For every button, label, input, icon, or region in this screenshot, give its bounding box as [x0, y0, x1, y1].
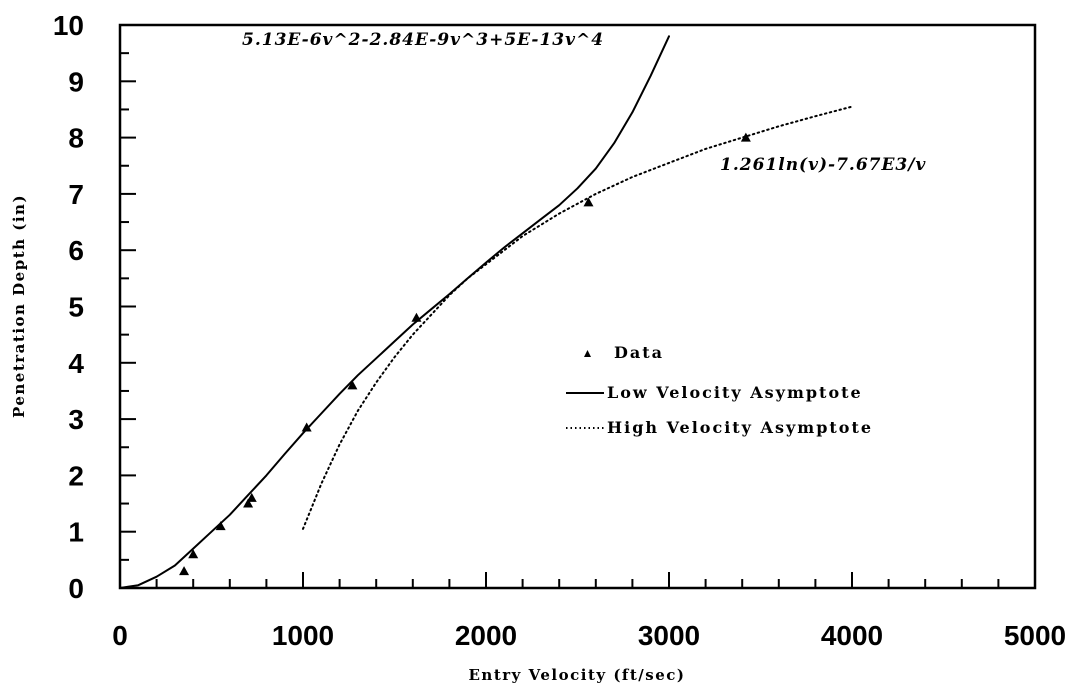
x-tick-label: 5000	[1004, 620, 1066, 651]
x-tick-label: 4000	[821, 620, 883, 651]
data-point-marker	[188, 549, 199, 559]
plot-frame	[118, 23, 1037, 590]
y-tick-label: 2	[68, 460, 84, 491]
y-tick-label: 0	[68, 573, 84, 604]
y-tick-label: 5	[68, 292, 84, 323]
data-point-marker	[740, 132, 751, 142]
data-point-marker	[179, 566, 190, 576]
series-line-high-velocity	[302, 105, 853, 530]
legend: Data Low Velocity Asymptote High Velocit…	[566, 343, 873, 437]
data-point-marker	[215, 521, 226, 531]
y-tick-label: 10	[53, 10, 84, 41]
y-tick-label: 1	[68, 517, 84, 548]
x-tick-label: 0	[112, 620, 128, 651]
y-tick-label: 8	[68, 123, 84, 154]
series-line-low-velocity	[119, 35, 670, 589]
y-tick-label: 6	[68, 235, 84, 266]
legend-label-low: Low Velocity Asymptote	[607, 383, 863, 402]
legend-triangle-marker	[584, 350, 591, 357]
y-tick-label: 7	[68, 179, 84, 210]
low-velocity-equation: 5.13E-6v^2-2.84E-9v^3+5E-13v^4	[242, 30, 604, 50]
series-layer	[119, 35, 853, 589]
data-point-marker	[301, 422, 312, 432]
x-tick-label: 1000	[272, 620, 334, 651]
data-point-marker	[347, 380, 358, 390]
data-point-marker	[243, 498, 254, 508]
y-tick-label: 9	[68, 66, 84, 97]
high-velocity-equation: 1.261ln(v)-7.67E3/v	[720, 155, 926, 175]
tick-labels: 0 1000 2000 3000 4000 5000 0 1 2 3 4 5 6 7 8 9 10	[53, 10, 1066, 651]
x-tick-label: 2000	[455, 620, 517, 651]
data-point-marker	[583, 197, 594, 207]
y-tick-label: 3	[68, 404, 84, 435]
y-axis-title: Penetration Depth (in)	[10, 194, 28, 418]
x-tick-label: 3000	[638, 620, 700, 651]
axis-ticks	[119, 24, 1036, 589]
legend-label-high: High Velocity Asymptote	[607, 418, 873, 437]
data-point-marker	[246, 492, 257, 502]
x-axis-title: Entry Velocity (ft/sec)	[469, 666, 686, 684]
y-tick-label: 4	[68, 348, 84, 379]
legend-label-data: Data	[614, 343, 664, 362]
